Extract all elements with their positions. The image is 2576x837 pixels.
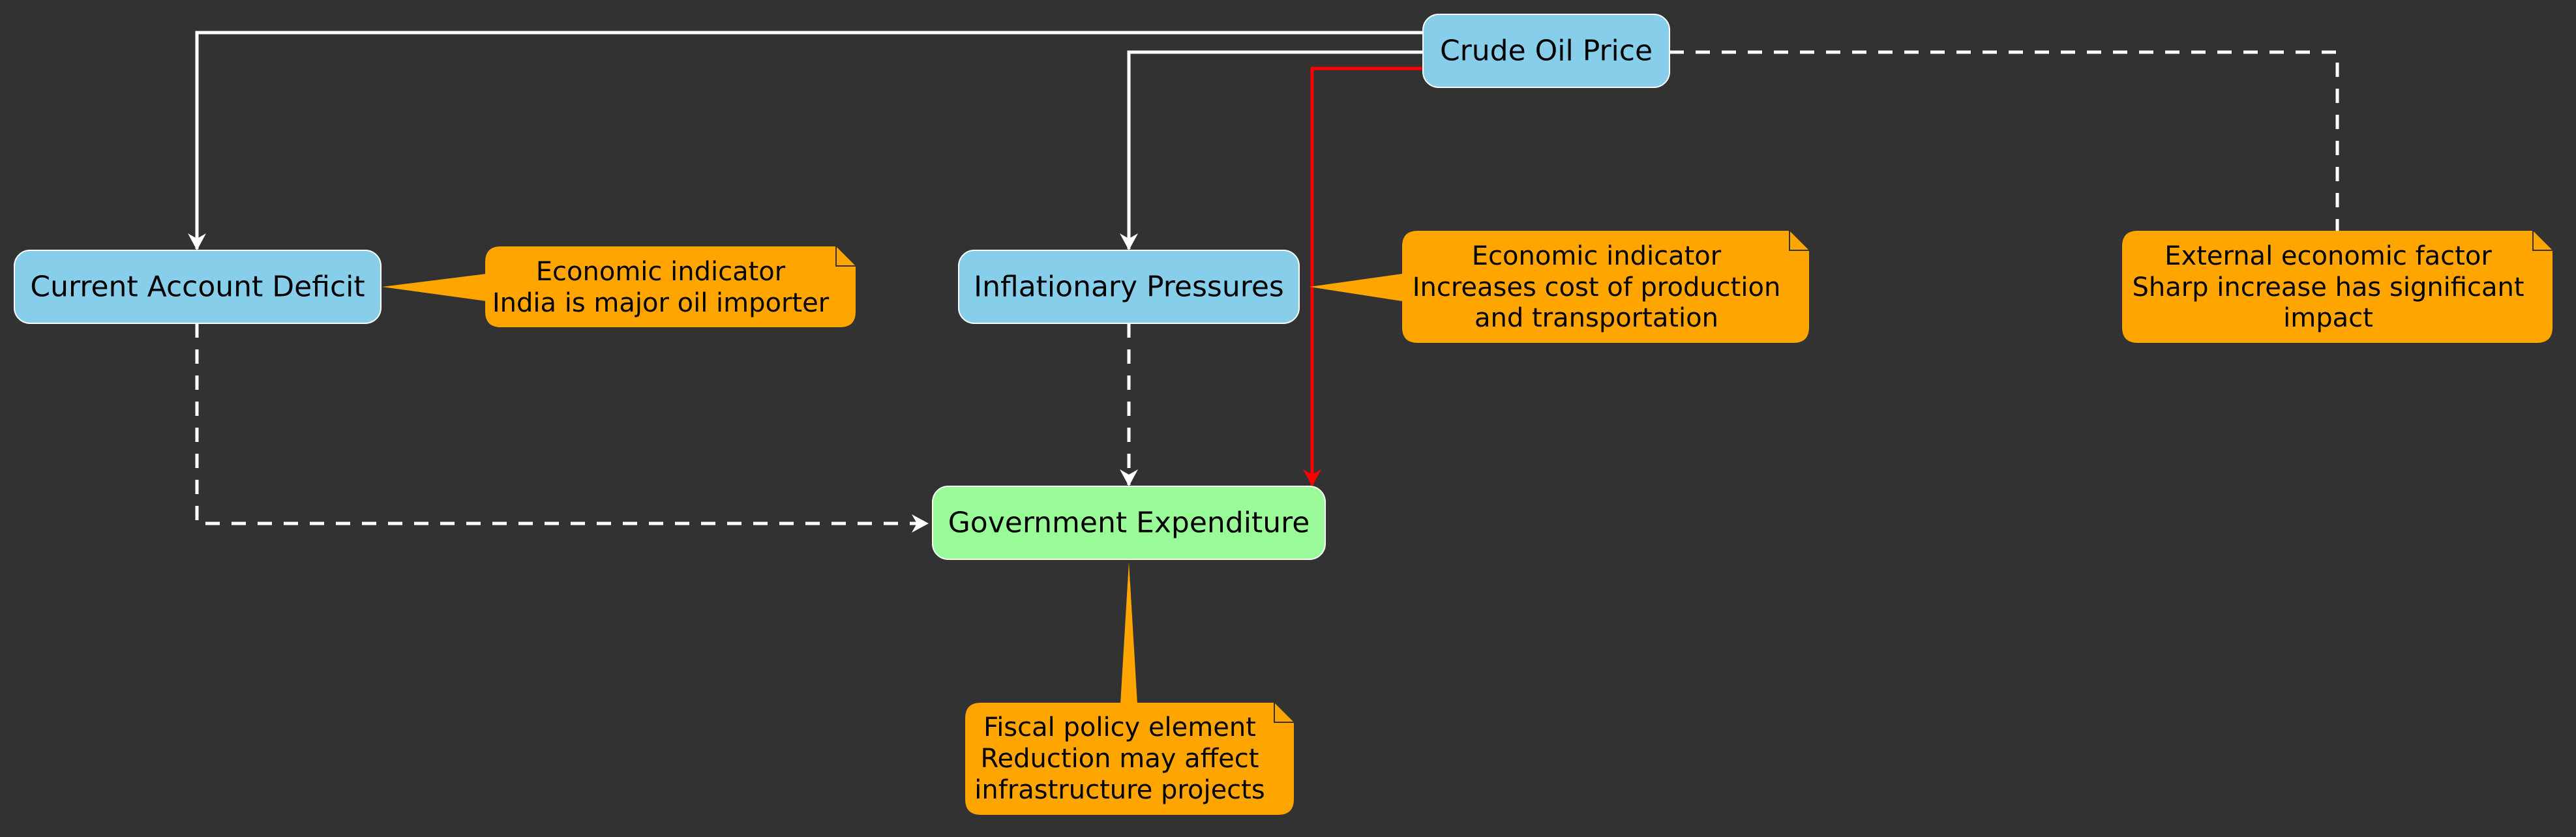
note-fold — [1274, 703, 1294, 723]
note-fold — [2532, 231, 2553, 251]
node-government-expenditure: Government Expenditure — [932, 486, 1326, 560]
note-inflation: Economic indicator Increases cost of pro… — [1402, 231, 1809, 343]
node-current-account-deficit: Current Account Deficit — [14, 250, 382, 324]
edge-crude-to-government — [1310, 66, 1423, 485]
note-fold — [1789, 231, 1809, 251]
note-government-line-2: Reduction may affect — [981, 744, 1259, 774]
note-pointers — [382, 274, 1402, 704]
pointer-inflation-note — [1310, 274, 1402, 301]
connector-crude-note — [1670, 50, 2339, 232]
note-crude-line-3: impact — [2283, 303, 2373, 333]
note-inflation-line-1: Economic indicator — [1472, 241, 1722, 271]
note-inflation-line-3: and transportation — [1475, 303, 1718, 333]
pointer-cad-note — [382, 274, 487, 301]
note-crude: External economic factor Sharp increase … — [2122, 231, 2553, 343]
node-label-current-account-deficit: Current Account Deficit — [30, 271, 365, 304]
note-cad-line-1: Economic indicator — [536, 257, 786, 287]
note-crude-line-2: Sharp increase has significant — [2132, 272, 2524, 302]
arrowhead-government-from-inflation — [1120, 469, 1138, 486]
note-cad-line-2: India is major oil importer — [492, 288, 830, 318]
edge-crude-to-cad — [194, 31, 1423, 250]
edge-crude-to-inflation — [1127, 50, 1423, 249]
note-government: Fiscal policy element Reduction may affe… — [965, 703, 1294, 815]
note-fold — [835, 246, 856, 267]
pointer-government-note — [1120, 562, 1137, 704]
node-inflationary-pressures: Inflationary Pressures — [958, 250, 1300, 324]
node-crude-oil-price: Crude Oil Price — [1422, 14, 1670, 88]
note-government-line-1: Fiscal policy element — [983, 712, 1256, 742]
edges — [188, 31, 2339, 533]
node-label-crude-oil-price: Crude Oil Price — [1440, 35, 1653, 68]
arrowhead-government-from-cad — [912, 514, 929, 533]
edge-cad-to-government — [195, 323, 927, 525]
arrowhead-cad — [188, 233, 206, 250]
arrowhead-government-red — [1303, 469, 1321, 486]
note-government-line-3: infrastructure projects — [974, 775, 1265, 805]
node-label-government-expenditure: Government Expenditure — [948, 507, 1310, 540]
arrowhead-inflation — [1120, 233, 1138, 250]
note-inflation-line-2: Increases cost of production — [1413, 272, 1781, 302]
note-crude-line-1: External economic factor — [2164, 241, 2492, 271]
note-cad: Economic indicator India is major oil im… — [485, 246, 856, 327]
node-label-inflationary-pressures: Inflationary Pressures — [974, 271, 1284, 304]
